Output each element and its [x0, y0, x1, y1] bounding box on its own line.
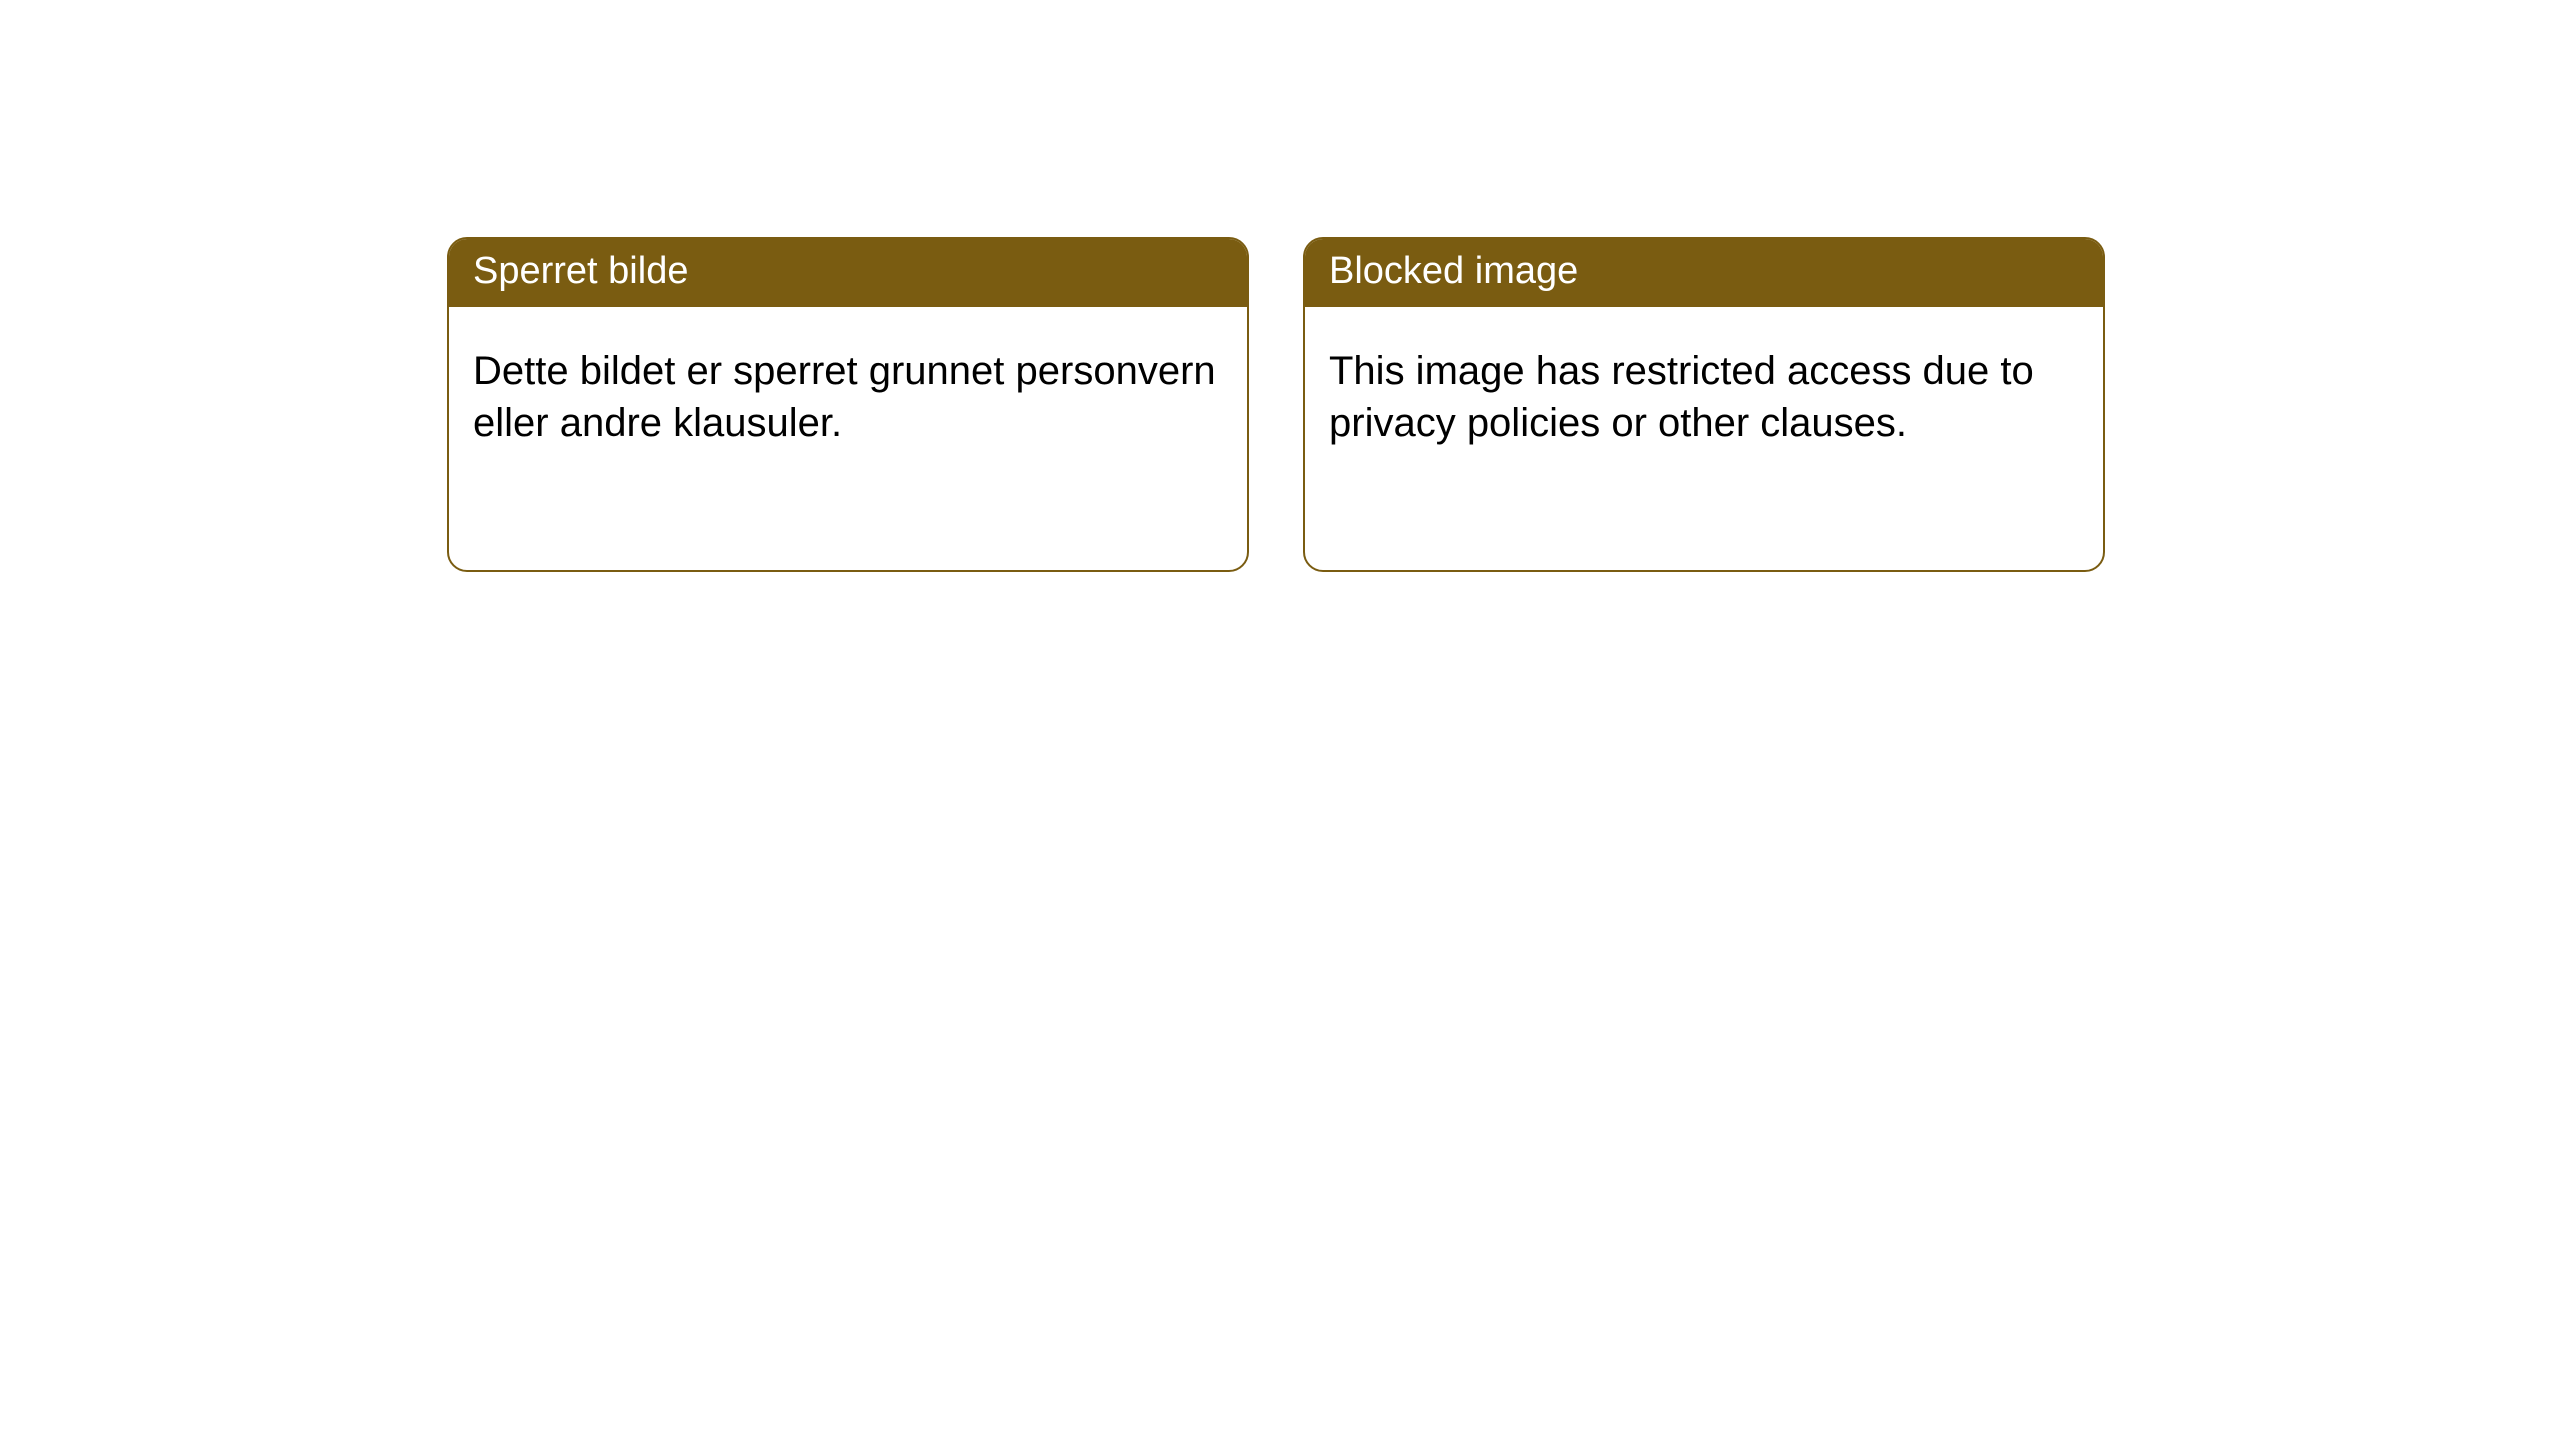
notice-card-body: This image has restricted access due to …: [1305, 307, 2103, 473]
notice-container: Sperret bilde Dette bildet er sperret gr…: [0, 0, 2560, 572]
notice-card-title: Blocked image: [1305, 239, 2103, 307]
notice-card-english: Blocked image This image has restricted …: [1303, 237, 2105, 572]
notice-card-norwegian: Sperret bilde Dette bildet er sperret gr…: [447, 237, 1249, 572]
notice-card-body: Dette bildet er sperret grunnet personve…: [449, 307, 1247, 473]
notice-card-title: Sperret bilde: [449, 239, 1247, 307]
